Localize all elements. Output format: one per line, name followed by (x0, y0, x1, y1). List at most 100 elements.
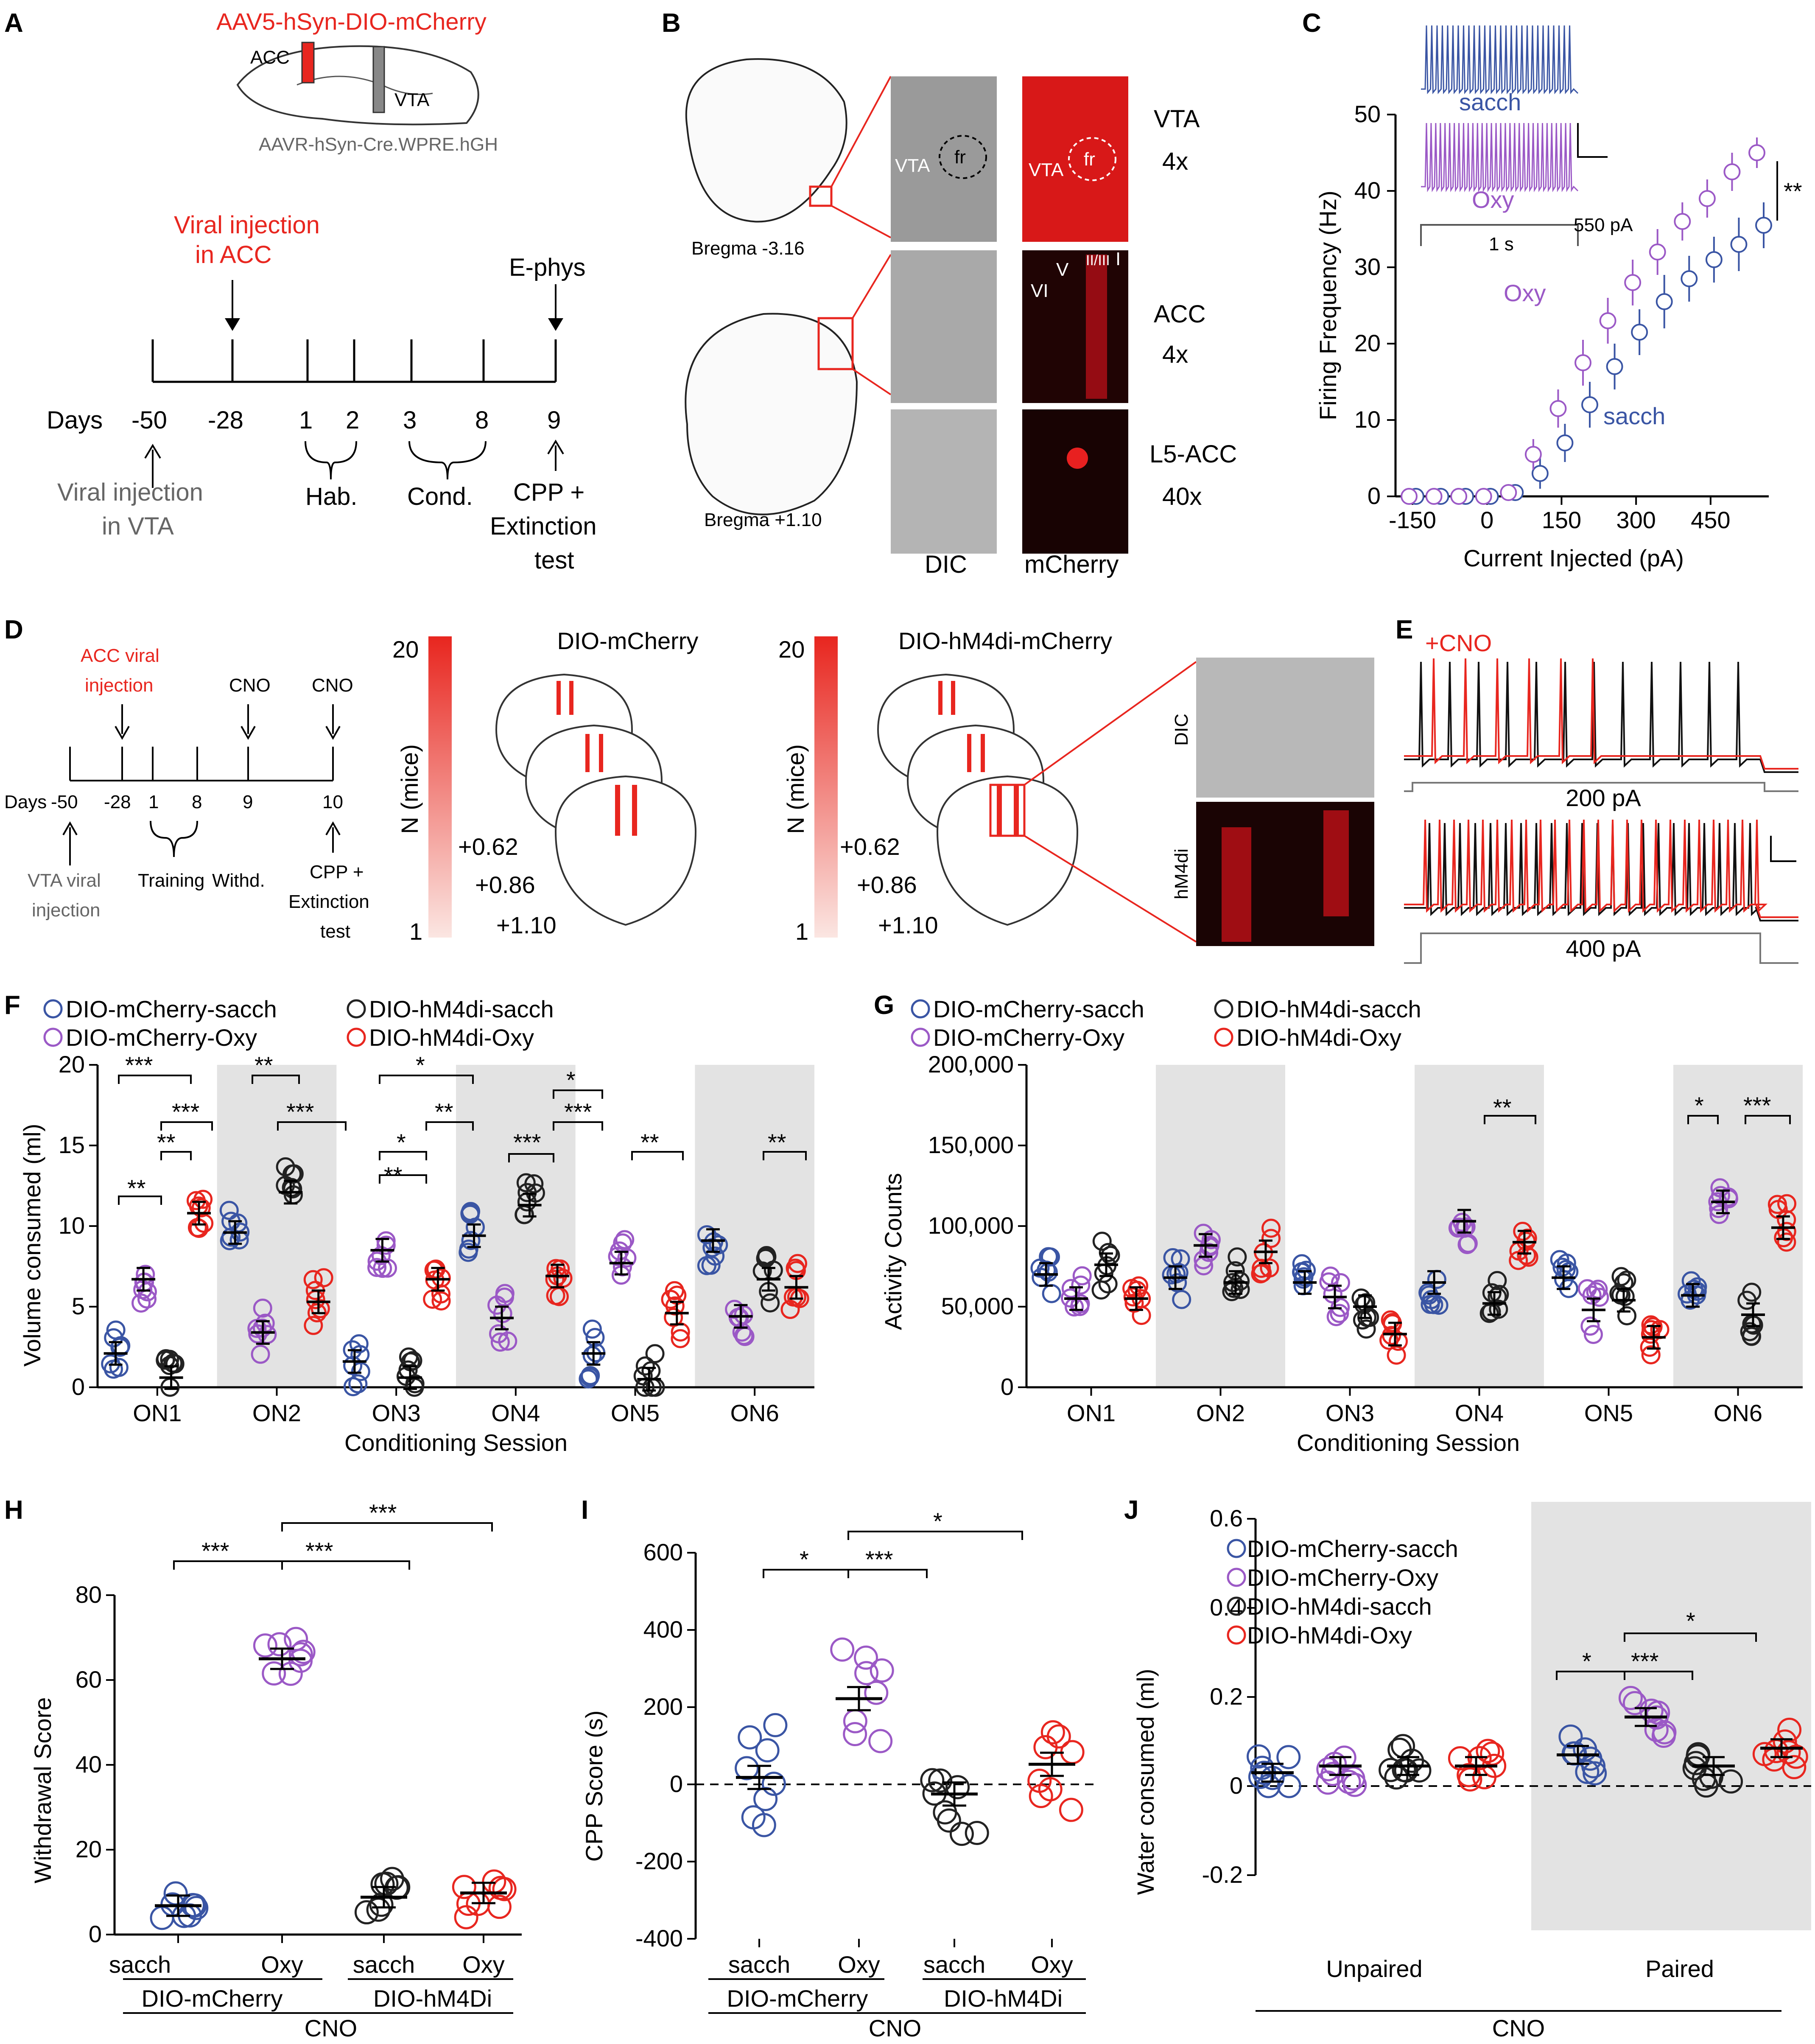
g-shaded-sessions (1156, 1065, 1803, 1387)
d-scale-min-2: 1 (795, 918, 808, 945)
panelF-point-DIO-mCherry-sacch (459, 1239, 478, 1259)
c-scale-bar (1577, 123, 1608, 158)
vta-roi-box (809, 185, 833, 207)
d-title-mcherry: DIO-mCherry (557, 627, 699, 654)
c-point-Oxy (1649, 244, 1666, 260)
c-point-sacch (1606, 358, 1623, 375)
g-sig-1: * (1695, 1092, 1704, 1119)
j-ytick-label: -0.2 (1202, 1861, 1243, 1888)
j-ytick-label: 0.6 (1210, 1505, 1243, 1532)
f-sig-13: ** (640, 1129, 659, 1156)
panelF-point-DIO-mCherry-sacch (582, 1346, 602, 1365)
c-point-sacch (1755, 217, 1772, 234)
d-acc-injection-1: ACC viral (81, 645, 159, 666)
d-withd-label: Withd. (212, 870, 265, 891)
panelG-ytick-label: 100,000 (928, 1212, 1014, 1239)
e-trace-400pa-control (1404, 823, 1798, 921)
dic-image-vta (891, 76, 997, 242)
c-point-Oxy (1500, 484, 1517, 501)
mcherry-vta-label: VTA (1029, 160, 1064, 180)
f-sig-4: ** (254, 1052, 273, 1078)
panelI-point-1 (854, 1661, 879, 1686)
j-point-DIO-hM4di-Oxy (1782, 1755, 1807, 1779)
dic-image-acc (891, 250, 997, 403)
i-sig-0: * (800, 1546, 809, 1573)
panel-h: H 0 20 40 60 80 Withdrawal Score sacch Oxy s… (4, 1495, 522, 2041)
panelG-point-DIO-mCherry-Oxy (1072, 1266, 1092, 1285)
j-significance: * *** * (1556, 1607, 1757, 1680)
d-cno-2: CNO (312, 675, 353, 696)
d-dic-image (1196, 658, 1374, 798)
f-sig-6: * (416, 1052, 425, 1078)
acc-injection-syringe (301, 42, 315, 84)
c-point-Oxy (1401, 488, 1418, 505)
d-vta-arrow (62, 821, 78, 865)
d-vta-injection-2: injection (32, 900, 100, 921)
d-scale-max-2: 20 (778, 636, 805, 663)
d-colorscale-2 (814, 636, 838, 938)
panelG-point-DIO-hM4di-sacch (1091, 1280, 1111, 1300)
vta-label: VTA (394, 90, 430, 110)
j-ytick-label: 0 (1230, 1772, 1243, 1799)
timeline-ticks (151, 339, 557, 382)
panelI-point-1 (870, 1658, 894, 1683)
panel-letter-f: F (4, 991, 20, 1020)
cond-brace (408, 441, 487, 480)
panelH-point-1 (262, 1661, 286, 1686)
c-ytick-label: 40 (1354, 177, 1381, 204)
panelI-point-0 (735, 1756, 759, 1781)
mcherry-acc-signal (1086, 255, 1107, 399)
panelI-point-2 (920, 1768, 945, 1792)
i-tick-0: sacch (728, 1951, 790, 1978)
h-cno: CNO (305, 2015, 357, 2041)
layer-ii-iii: II/III (1086, 252, 1110, 269)
f-sig-1: *** (172, 1098, 199, 1125)
c-inset-oxy-label: Oxy (1472, 186, 1514, 213)
panelI-point-3 (1040, 1720, 1065, 1744)
j-point-DIO-mCherry-sacch (1578, 1746, 1602, 1771)
panelI-ytick-label: 0 (670, 1770, 683, 1797)
c-xtick-label: 0 (1480, 507, 1493, 533)
panelG-point-DIO-mCherry-Oxy (1582, 1285, 1602, 1305)
panelF-xtick-label-ON5: ON5 (611, 1400, 660, 1426)
panel-letter-c: C (1302, 8, 1321, 38)
c-point-Oxy (1748, 144, 1765, 161)
h-sig-2: *** (369, 1499, 397, 1526)
panelG-point-DIO-hM4di-Oxy (1641, 1345, 1661, 1364)
d-level-3a: +1.10 (496, 912, 557, 938)
h-y-label: Withdrawal Score (29, 1697, 56, 1884)
j-point-DIO-mCherry-sacch (1247, 1744, 1271, 1769)
panelF-point-DIO-hM4di-Oxy (310, 1299, 330, 1319)
c-point-Oxy (1475, 488, 1492, 505)
panelG-point-DIO-hM4di-Oxy (1379, 1330, 1399, 1350)
d-hm4di-signal-2 (1323, 810, 1349, 916)
panelG-point-DIO-mCherry-Oxy (1457, 1235, 1477, 1254)
j-legend-marker-1 (1227, 1568, 1246, 1587)
c-ytick-label: 10 (1354, 406, 1381, 433)
panelF-point-DIO-mCherry-Oxy (732, 1322, 752, 1342)
j-point-DIO-hM4di-sacch (1392, 1758, 1416, 1782)
panelF-point-DIO-mCherry-Oxy (367, 1258, 387, 1277)
layer-i: I (1116, 249, 1121, 269)
panelG-point-DIO-mCherry-sacch (1172, 1290, 1191, 1309)
c-ytick-label: 0 (1368, 482, 1381, 509)
f-sig-8: * (397, 1129, 406, 1156)
c-point-Oxy (1599, 312, 1616, 329)
panelH-ytick-label: 20 (76, 1836, 102, 1862)
days-label: Days (47, 406, 103, 434)
panelF-point-DIO-mCherry-sacch (579, 1369, 598, 1389)
panelG-point-DIO-hM4di-Oxy (1124, 1294, 1144, 1313)
panelF-point-DIO-mCherry-Oxy (490, 1333, 510, 1352)
f-legend-marker-3 (347, 1028, 366, 1047)
d-vta-injection-1: VTA viral (28, 870, 101, 891)
mcherry-image-acc (1022, 250, 1128, 403)
panelF-point-DIO-mCherry-Oxy (136, 1265, 155, 1284)
panelI-point-1 (868, 1729, 893, 1753)
i-group-2: DIO-hM4Di (944, 1985, 1063, 2012)
d-acc-injection-2: injection (85, 675, 153, 696)
panelI-point-1 (853, 1645, 878, 1670)
d-colorscale-1 (428, 636, 452, 938)
panelF-point-DIO-hM4di-sacch (165, 1354, 185, 1374)
d-tick-m28: -28 (104, 792, 131, 812)
panelH-point-0 (184, 1896, 209, 1920)
